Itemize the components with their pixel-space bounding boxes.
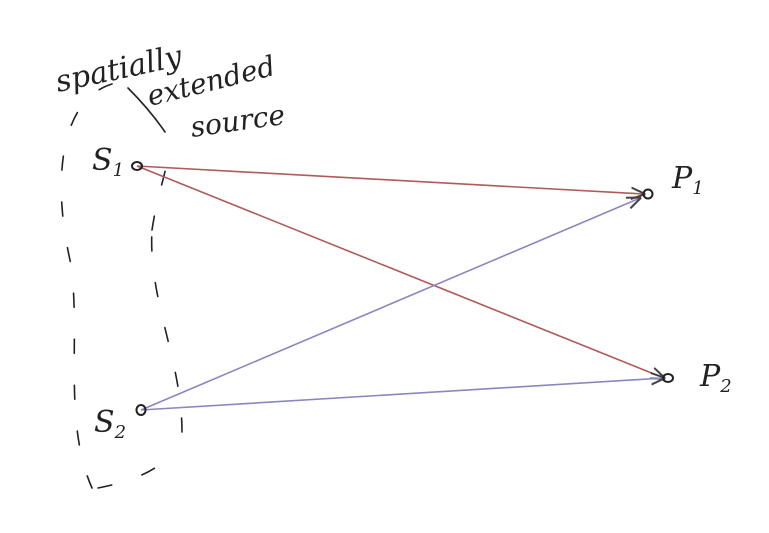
label-p2: P2	[699, 359, 732, 397]
ray-s1-to-p1	[137, 166, 644, 194]
label-source: source	[188, 98, 287, 144]
ray-s1-to-p2	[137, 166, 664, 378]
point-p2	[663, 374, 673, 382]
label-p1: P1	[671, 161, 704, 199]
ray-s2-to-p1	[141, 198, 640, 410]
label-s1: S1	[92, 143, 124, 181]
ray-s2-to-p2	[141, 378, 664, 410]
point-p1	[644, 190, 653, 199]
label-s2: S2	[94, 405, 126, 443]
